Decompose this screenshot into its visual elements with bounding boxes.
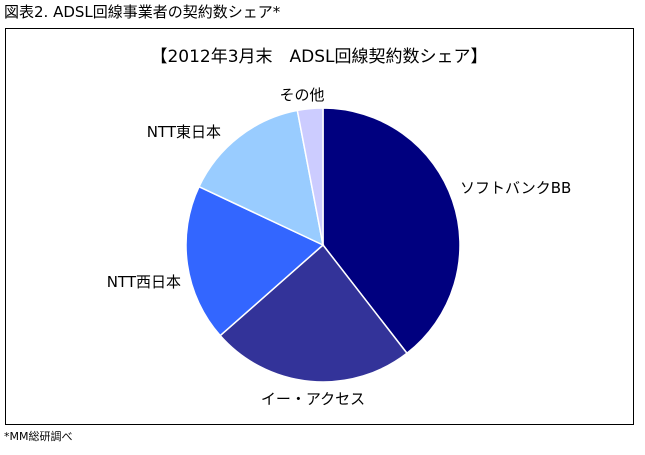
pie-slice-4 (198, 109, 325, 247)
source-note: *MM総研調べ (4, 430, 73, 443)
pie-slice-5 (296, 107, 324, 246)
slice-label-1: ソフトバンクBB (460, 179, 571, 197)
chart-title: 【2012年3月末 ADSL回線契約数シェア】 (150, 47, 487, 67)
figure-title: 図表2. ADSL回線事業者の契約数シェア* (4, 3, 281, 21)
slice-label-3: NTT西日本 (107, 273, 181, 291)
pie-chart: 【2012年3月末 ADSL回線契約数シェア】 ソフトバンクBB イー・アクセス N… (107, 47, 572, 408)
slice-label-4: NTT東日本 (147, 123, 221, 141)
slice-label-2: イー・アクセス (261, 390, 365, 408)
chart-area: 【2012年3月末 ADSL回線契約数シェア】 ソフトバンクBB イー・アクセス N… (5, 28, 634, 425)
pie-slice-1 (322, 107, 461, 355)
slice-label-5: その他 (279, 86, 324, 104)
pie-slice-2 (219, 243, 409, 383)
pie-slice-3 (185, 185, 325, 337)
